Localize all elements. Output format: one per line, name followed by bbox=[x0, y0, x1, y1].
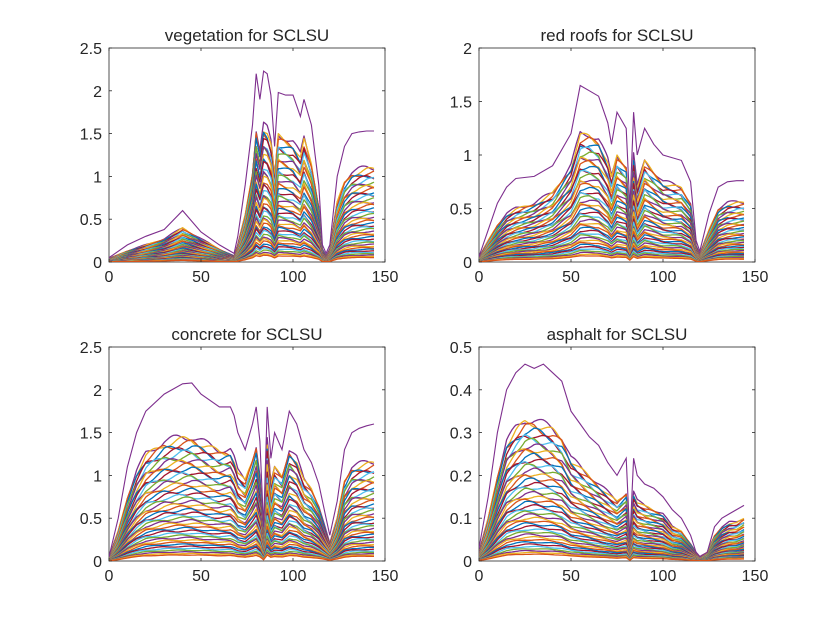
y-tick-label: 0.4 bbox=[450, 383, 472, 400]
x-tick-label: 0 bbox=[105, 269, 114, 286]
y-tick-label: 0.1 bbox=[450, 511, 472, 528]
x-tick-label: 50 bbox=[192, 269, 210, 286]
x-tick-label: 100 bbox=[280, 269, 307, 286]
x-tick-label: 100 bbox=[280, 568, 307, 585]
y-tick-label: 0.5 bbox=[450, 202, 472, 219]
y-tick-label: 1 bbox=[93, 468, 102, 485]
y-tick-label: 0.5 bbox=[80, 511, 102, 528]
y-tick-label: 2.5 bbox=[80, 41, 102, 58]
y-tick-label: 0.3 bbox=[450, 426, 472, 443]
y-tick-label: 1.5 bbox=[80, 127, 102, 144]
y-tick-label: 0.5 bbox=[80, 212, 102, 229]
envelope-line bbox=[479, 84, 744, 257]
x-tick-label: 150 bbox=[372, 568, 399, 585]
envelope-line bbox=[109, 382, 375, 557]
x-tick-label: 50 bbox=[562, 269, 580, 286]
axes-box bbox=[478, 346, 756, 562]
y-tick-label: 0 bbox=[463, 255, 472, 272]
envelope-line bbox=[479, 363, 745, 558]
series-line-1 bbox=[479, 255, 744, 262]
y-tick-label: 2 bbox=[93, 84, 102, 101]
series-group bbox=[109, 382, 375, 561]
subplot-concrete: 0 50 100 150 0 0.5 1 1.5 2 2.5 concrete for SCLSU bbox=[80, 325, 399, 585]
x-tick-label: 100 bbox=[650, 568, 677, 585]
chart-title: vegetation for SCLSU bbox=[165, 26, 329, 45]
envelope-line bbox=[109, 70, 374, 259]
x-tick-label: 50 bbox=[192, 568, 210, 585]
chart-title: red roofs for SCLSU bbox=[540, 26, 693, 45]
y-tick-label: 0 bbox=[463, 554, 472, 571]
x-tick-label: 100 bbox=[650, 269, 677, 286]
y-tick-label: 1.5 bbox=[80, 426, 102, 443]
y-tick-label: 2 bbox=[463, 41, 472, 58]
y-tick-label: 2.5 bbox=[80, 340, 102, 357]
subplot-vegetation: 0 50 100 150 0 0.5 1 1.5 2 2.5 vegetation for SCLS… bbox=[80, 26, 399, 286]
y-tick-label: 0 bbox=[93, 554, 102, 571]
x-tick-label: 150 bbox=[742, 269, 769, 286]
x-tick-label: 0 bbox=[475, 568, 484, 585]
chart-title: concrete for SCLSU bbox=[171, 325, 322, 344]
subplot-asphalt: 0 50 100 150 0 0.1 0.2 0.3 0.4 0.5 asphalt for SCL… bbox=[450, 325, 769, 585]
x-tick-label: 50 bbox=[562, 568, 580, 585]
series-group bbox=[479, 363, 745, 561]
series-group bbox=[109, 70, 375, 262]
subplot-red-roofs: 0 50 100 150 0 0.5 1 1.5 2 red roofs for SCLSU bbox=[450, 26, 769, 286]
y-tick-label: 2 bbox=[93, 383, 102, 400]
series-line-1 bbox=[109, 554, 374, 561]
x-tick-label: 0 bbox=[105, 568, 114, 585]
y-tick-label: 1 bbox=[93, 169, 102, 186]
y-tick-label: 0 bbox=[93, 255, 102, 272]
y-tick-label: 1 bbox=[463, 148, 472, 165]
y-tick-label: 0.2 bbox=[450, 468, 472, 485]
series-line-1 bbox=[109, 254, 374, 262]
y-tick-label: 1.5 bbox=[450, 95, 472, 112]
x-tick-label: 150 bbox=[372, 269, 399, 286]
y-tick-label: 0.5 bbox=[450, 340, 472, 357]
x-tick-label: 150 bbox=[742, 568, 769, 585]
chart-title: asphalt for SCLSU bbox=[547, 325, 688, 344]
series-group bbox=[479, 84, 745, 262]
x-tick-label: 0 bbox=[475, 269, 484, 286]
series-line-1 bbox=[479, 553, 744, 561]
